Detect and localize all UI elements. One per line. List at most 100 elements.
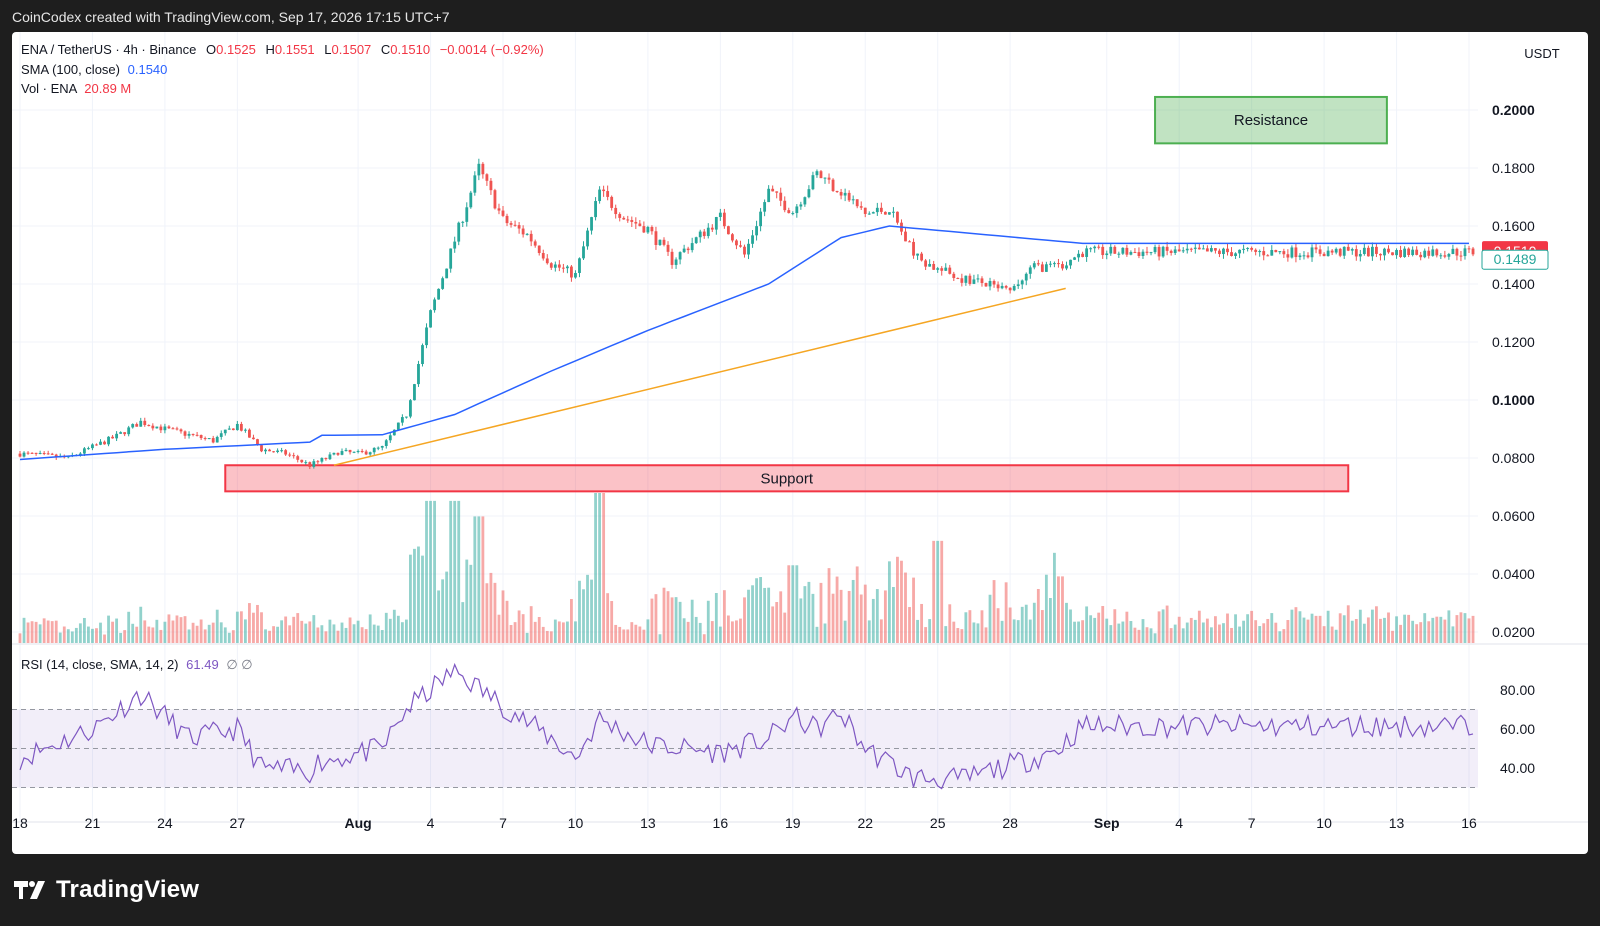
candle-body [328, 454, 332, 460]
candle-body [843, 192, 847, 196]
rsi-tick-label: 60.00 [1500, 721, 1535, 737]
volume-bar [682, 618, 686, 643]
candle-body [1149, 252, 1153, 254]
candle-body [847, 192, 851, 201]
candle-body [618, 214, 622, 218]
volume-bar [638, 626, 642, 643]
candle-body [256, 439, 259, 446]
candle-body [1230, 252, 1233, 257]
candle-body [1065, 265, 1068, 269]
candle-body [179, 429, 183, 432]
candle-body [1214, 248, 1217, 251]
candle-body [916, 253, 919, 256]
volume-bar [340, 622, 344, 643]
volume-bar [348, 617, 352, 643]
volume-bar [976, 623, 980, 643]
volume-bar [211, 622, 215, 643]
candle-body [1209, 248, 1213, 252]
volume-bar [1322, 626, 1326, 643]
sma-label[interactable]: SMA (100, close) [21, 62, 120, 77]
candle-body [1435, 249, 1439, 256]
symbol-label[interactable]: ENA / TetherUS · 4h · Binance [21, 42, 197, 57]
volume-bar [1097, 612, 1101, 643]
volume-bar [372, 624, 376, 643]
volume-bar [175, 615, 179, 643]
candle-body [803, 197, 807, 205]
volume-bar [1294, 607, 1298, 643]
volume-bar [1338, 613, 1342, 643]
footer-bar: TradingView [0, 854, 1600, 926]
volume-bar [904, 572, 907, 643]
candle-body [980, 278, 984, 284]
candle-body [1387, 248, 1390, 253]
volume-bar [912, 577, 915, 643]
rsi-label[interactable]: RSI (14, close, SMA, 14, 2) [21, 657, 179, 672]
candle-body [477, 163, 481, 176]
candle-body [610, 196, 614, 208]
volume-bar [618, 626, 622, 643]
candle-body [227, 428, 231, 430]
candle-body [718, 212, 722, 218]
high-value: 0.1551 [274, 42, 315, 57]
volume-bar [465, 559, 469, 643]
volume-bar [513, 622, 517, 643]
volume-bar [811, 593, 815, 643]
volume-bar [815, 626, 819, 643]
candle-body [594, 201, 597, 218]
volume-bar [1354, 619, 1358, 643]
candle-body [1121, 247, 1125, 254]
candle-body [1310, 247, 1314, 258]
tradingview-brand[interactable]: TradingView [12, 876, 199, 904]
candle-body [1294, 247, 1298, 258]
volume-bar [928, 619, 932, 643]
volume-bar [1197, 610, 1201, 643]
candle-body [1193, 247, 1197, 249]
time-tick-label: 13 [1389, 815, 1405, 831]
candle-body [324, 458, 328, 460]
volume-bar [167, 614, 171, 643]
vol-label[interactable]: Vol · ENA [21, 81, 77, 96]
volume-bar [1113, 609, 1117, 643]
volume-bar [1290, 609, 1294, 643]
volume-bar [78, 623, 82, 643]
candle-body [1306, 255, 1310, 258]
volume-bar [1121, 621, 1125, 643]
candle-body [928, 263, 932, 267]
volume-bar [296, 613, 300, 643]
candle-body [666, 244, 670, 252]
volume-bar [1057, 576, 1060, 643]
candle-body [622, 217, 626, 220]
volume-bar [968, 610, 972, 643]
chart-panel[interactable]: Support Resistance 0.2000 0.1800 0.1600 0.140… [12, 32, 1588, 854]
volume-bar [409, 554, 412, 643]
candle-body [38, 452, 42, 454]
candle-body [1471, 248, 1475, 255]
volume-bar [248, 603, 251, 643]
candle-body [42, 452, 46, 454]
candle-body [1181, 250, 1185, 252]
candle-body [340, 451, 344, 455]
candle-body [1326, 250, 1330, 257]
currency-button[interactable]: USDT [1524, 46, 1560, 61]
volume-bar [1040, 610, 1044, 643]
candle-body [1258, 251, 1262, 253]
volume-bar [453, 500, 457, 643]
candle-body [433, 299, 436, 311]
candle-body [863, 207, 867, 214]
candle-body [976, 278, 980, 280]
candle-body [823, 177, 827, 179]
candle-body [686, 248, 690, 251]
chart-canvas[interactable]: Support Resistance 0.2000 0.1800 0.1600 0.140… [12, 32, 1588, 854]
sma-legend: SMA (100, close) 0.1540 [21, 62, 167, 77]
volume-bar [485, 583, 489, 643]
candle-body [807, 189, 811, 198]
candle-body [1354, 249, 1358, 257]
volume-bar [119, 632, 123, 643]
candle-body [308, 462, 312, 467]
candle-body [103, 441, 106, 445]
volume-bar [630, 622, 634, 643]
volume-bar [139, 606, 143, 643]
volume-bar [662, 587, 666, 643]
candle-body [1246, 247, 1250, 249]
volume-bar [702, 634, 706, 643]
